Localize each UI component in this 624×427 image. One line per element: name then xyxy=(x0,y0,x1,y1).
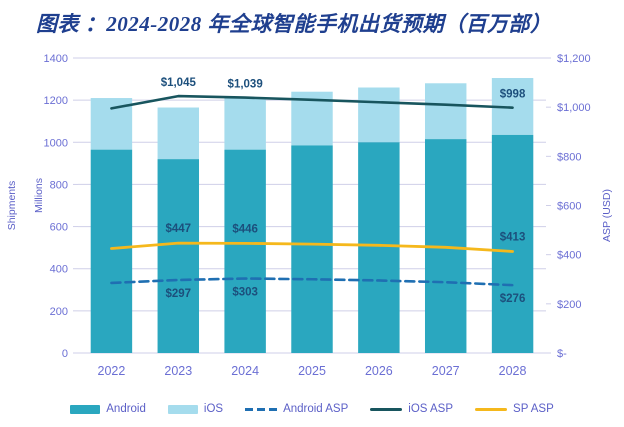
legend-swatch-android xyxy=(70,404,101,414)
bar-segment-android xyxy=(491,134,534,353)
bar-segment-android xyxy=(157,159,200,353)
legend-item-ios[interactable]: iOS xyxy=(167,403,224,415)
line-android-asp xyxy=(110,277,514,287)
right-tick-label: $600 xyxy=(557,201,581,213)
right-tick-label: $- xyxy=(557,348,567,360)
legend-swatch-android-asp xyxy=(245,407,278,411)
line-series-group xyxy=(110,94,514,287)
chart-legend: Android iOS Android ASP iOS ASP SP ASP xyxy=(0,396,624,422)
category-label: 2027 xyxy=(432,364,460,378)
category-label: 2028 xyxy=(499,364,527,378)
right-tick-label: $400 xyxy=(557,250,581,262)
plot-area: 0 200 400 600 800 1000 1200 1400 $- $200 $400 $600… xyxy=(0,48,624,378)
left-tick-label: 1000 xyxy=(44,137,68,149)
data-label: $446 xyxy=(232,223,258,235)
axis-titles-group: Shipments Millions ASP (USD) xyxy=(6,178,613,242)
data-label: $413 xyxy=(500,231,526,243)
chart-svg: 0 200 400 600 800 1000 1200 1400 $- $200 $400 $600… xyxy=(6,53,613,378)
category-label: 2022 xyxy=(98,364,126,378)
bar-segment-ios xyxy=(224,96,266,150)
left-tick-label: 800 xyxy=(50,179,68,191)
data-label: $1,039 xyxy=(228,79,263,91)
left-axis-title: Shipments xyxy=(6,181,18,231)
category-label: 2026 xyxy=(365,364,393,378)
data-label: $1,045 xyxy=(161,77,197,89)
legend-swatch-ios-asp xyxy=(370,407,403,411)
data-labels-group: $1,045 $1,039 $998 $447 $446 $413 $297 $303 $276 xyxy=(161,77,526,305)
bar-series-group xyxy=(90,78,534,353)
right-tick-label: $800 xyxy=(557,151,581,163)
bar-segment-ios xyxy=(424,83,467,140)
category-labels-group: 2022 2023 2024 2025 2026 2027 2028 xyxy=(98,364,527,378)
right-tick-label: $200 xyxy=(557,299,581,311)
bar-segment-android xyxy=(358,142,400,353)
left-axis-ticks: 0 200 400 600 800 1000 1200 1400 xyxy=(44,53,78,360)
bar-segment-ios xyxy=(157,107,200,160)
bar-segment-android xyxy=(224,149,266,353)
left-tick-label: 400 xyxy=(50,264,68,276)
legend-label: Android ASP xyxy=(283,403,349,415)
legend-label: SP ASP xyxy=(513,403,554,415)
legend-label: Android xyxy=(106,403,146,415)
left-axis-units: Millions xyxy=(33,178,45,213)
category-label: 2023 xyxy=(164,364,192,378)
data-label: $998 xyxy=(500,89,526,101)
left-tick-label: 200 xyxy=(50,306,68,318)
legend-item-sp-asp[interactable]: SP ASP xyxy=(475,403,554,415)
right-axis-ticks: $- $200 $400 $600 $800 $1,000 $1,200 xyxy=(546,53,591,360)
right-axis-title: ASP (USD) xyxy=(601,189,613,242)
data-label: $297 xyxy=(165,288,191,300)
legend-swatch-sp-asp xyxy=(475,407,508,411)
legend-item-android-asp[interactable]: Android ASP xyxy=(245,403,348,415)
legend-item-ios-asp[interactable]: iOS ASP xyxy=(370,403,453,415)
left-tick-label: 0 xyxy=(62,348,68,360)
left-tick-label: 1400 xyxy=(44,53,68,65)
bar-segment-android xyxy=(291,145,333,353)
data-label: $447 xyxy=(165,223,191,235)
left-tick-label: 1200 xyxy=(44,95,68,107)
chart-title: 图表 ：2024-2028 年全球智能手机出货预期（百万部） xyxy=(36,12,552,36)
legend-label: iOS ASP xyxy=(408,403,454,415)
data-label: $276 xyxy=(500,293,526,305)
category-label: 2024 xyxy=(231,364,259,378)
legend-swatch-ios xyxy=(167,404,198,414)
bar-segment-android xyxy=(90,149,133,353)
category-label: 2025 xyxy=(298,364,326,378)
data-label: $303 xyxy=(232,287,258,299)
legend-label: iOS xyxy=(203,403,224,415)
right-tick-label: $1,000 xyxy=(557,102,591,114)
line-sp-asp xyxy=(110,241,514,253)
left-tick-label: 600 xyxy=(50,222,68,234)
legend-item-android[interactable]: Android xyxy=(70,403,146,415)
bar-segment-ios xyxy=(358,87,400,143)
right-tick-label: $1,200 xyxy=(557,53,591,65)
line-ios-asp xyxy=(110,94,514,110)
